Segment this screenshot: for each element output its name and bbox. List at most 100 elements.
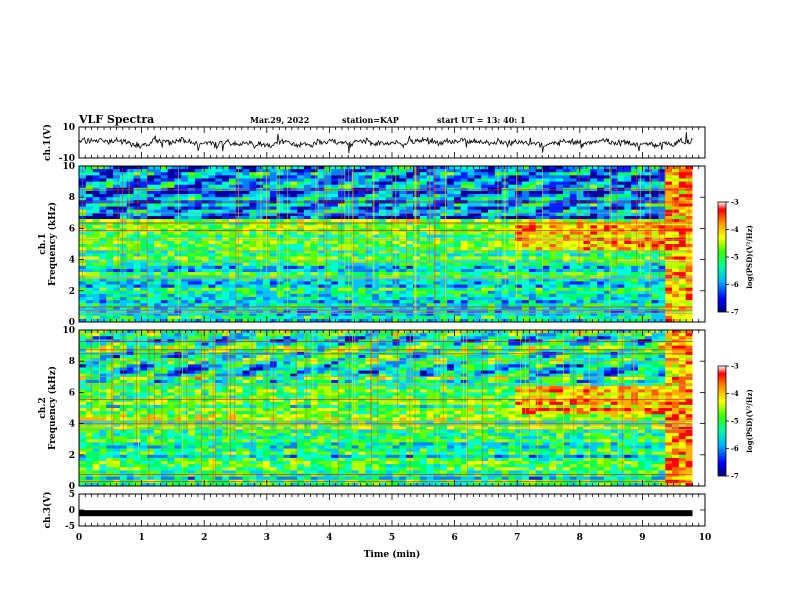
ch1-spectrogram-cell bbox=[644, 206, 652, 211]
ch1-spectrogram-cell bbox=[426, 272, 434, 276]
ch1-spectrogram-cell bbox=[576, 262, 584, 267]
ch1-spectrogram-cell bbox=[269, 222, 278, 226]
ch1-spectrogram-cell bbox=[317, 293, 325, 298]
ch1-spectrogram-cell bbox=[99, 215, 107, 220]
ch1-spectrogram-cell bbox=[303, 268, 312, 273]
ch1-spectrogram-cell bbox=[85, 312, 94, 317]
ch1-spectrogram-cell bbox=[181, 203, 189, 207]
ch1-spectrogram-streak bbox=[615, 166, 617, 268]
ch1-spectrogram-cell bbox=[440, 219, 448, 223]
ch1-spectrogram-cell bbox=[610, 190, 618, 195]
ch1-spectrogram-cell bbox=[269, 284, 278, 289]
ch1-spectrogram-cell bbox=[147, 209, 155, 214]
ch1-spectrogram-cell bbox=[249, 284, 257, 289]
ch1-spectrogram-cell bbox=[440, 312, 448, 317]
ch1-spectrogram-cell bbox=[406, 194, 414, 198]
ch1-spectrogram-cell bbox=[215, 181, 223, 186]
ch1-spectrogram-cell bbox=[522, 281, 530, 285]
ch1-spectrogram-cell bbox=[569, 293, 577, 298]
ch1-spectrogram-cell bbox=[556, 265, 564, 270]
ch1-spectrogram-cell bbox=[276, 278, 284, 282]
ch1-spectrogram-cell bbox=[487, 166, 496, 170]
ch1-spectrogram-cell bbox=[378, 212, 387, 217]
ch1-spectrogram-cell bbox=[153, 253, 162, 257]
ch1-spectrogram-cell bbox=[474, 231, 482, 236]
ch1-spectrogram-cell bbox=[351, 278, 359, 282]
ch1-spectrogram-cell bbox=[85, 169, 94, 173]
ch1-spectrogram-cell bbox=[378, 244, 387, 248]
ch1-spectrogram-cell bbox=[522, 293, 530, 298]
ch1-spectrogram-cell bbox=[440, 209, 448, 214]
ch1-spectrogram-cell bbox=[515, 231, 523, 236]
ch1-spectrogram-cell bbox=[263, 293, 271, 298]
ch1-spectrogram-cell bbox=[590, 231, 598, 236]
ch1-spectrogram-cell bbox=[474, 250, 482, 254]
ch1-spectrogram-cell bbox=[522, 231, 530, 236]
ch1-spectrogram-cell bbox=[297, 172, 305, 176]
ch1-spectrogram-cell bbox=[256, 225, 264, 229]
ch1-spectrogram-cell bbox=[167, 181, 175, 186]
ch1-spectrogram-cell bbox=[126, 209, 134, 214]
ch1-spectrogram-cell bbox=[324, 281, 332, 285]
ch1-spectrogram-cell bbox=[433, 190, 441, 195]
ch1-spectrogram-cell bbox=[433, 203, 441, 207]
ch1-spectrogram-cell bbox=[528, 297, 537, 301]
ch1-spectrogram-cell bbox=[419, 231, 428, 236]
ch1-spectrogram-cell bbox=[106, 290, 114, 295]
ch1-spectrogram-cell bbox=[460, 231, 468, 236]
ch1-spectrogram-cell bbox=[201, 240, 209, 245]
ch1-spectrogram-cell bbox=[92, 175, 100, 179]
ch1-spectrogram-cell bbox=[644, 240, 652, 245]
ch1-spectrogram-cell bbox=[99, 293, 107, 298]
ch1-spectrogram-cell bbox=[590, 244, 598, 248]
ch1-spectrogram-cell bbox=[194, 281, 203, 285]
ch1-spectrogram-cell bbox=[283, 231, 291, 236]
ch1-spectrogram-cell bbox=[672, 272, 680, 276]
ch1-spectrogram-cell bbox=[113, 244, 121, 248]
ch1-spectrogram-cell bbox=[222, 300, 230, 304]
ch1-spectrogram-cell bbox=[113, 212, 121, 217]
ch1-spectrogram-cell bbox=[419, 178, 428, 182]
ch1-spectrogram-cell bbox=[269, 244, 278, 248]
ch1-spectrogram-cell bbox=[528, 284, 537, 289]
ch1-spectrogram-cell bbox=[194, 240, 203, 245]
ch1-spectrogram-cell bbox=[249, 262, 257, 267]
ch1-spectrogram-cell bbox=[113, 222, 121, 226]
ch1-spectrogram-cell bbox=[290, 253, 298, 257]
ch1-spectrogram-cell bbox=[392, 312, 400, 317]
ch1-spectrogram-cell bbox=[474, 197, 482, 201]
ch1-spectrogram-cell bbox=[140, 247, 148, 251]
ch1-spectrogram-cell bbox=[133, 284, 141, 289]
ch1-spectrogram-cell bbox=[569, 206, 577, 211]
ch1-spectrogram-cell bbox=[365, 312, 373, 317]
ch1-spectrogram-cell bbox=[651, 215, 659, 220]
ch1-spectrogram-streak bbox=[317, 166, 319, 317]
ch1-spectrogram-cell bbox=[474, 262, 482, 267]
ch1-spectrogram-cell bbox=[487, 197, 496, 201]
ch1-spectrogram-cell bbox=[644, 262, 652, 267]
ch1-spectrogram-cell bbox=[222, 166, 230, 170]
date-label: Mar.29, 2022 bbox=[250, 115, 309, 125]
ch1-spectrogram-streak bbox=[434, 166, 436, 299]
ch1-spectrogram-cell bbox=[222, 250, 230, 254]
ch1-spectrogram-cell bbox=[562, 231, 571, 236]
ch1-spectrogram-cell bbox=[365, 169, 373, 173]
ch1-spectrogram-cell bbox=[603, 272, 612, 276]
ch1-spectrogram-cell bbox=[269, 203, 278, 207]
ch1-spectrogram-cell bbox=[297, 212, 305, 217]
ch1-spectrogram-cell bbox=[153, 309, 162, 314]
ch1-spectrogram-cell bbox=[515, 287, 523, 292]
ch1-spectrogram-cell bbox=[399, 209, 407, 214]
ch1-spectrogram-cell bbox=[317, 190, 325, 195]
ch1-spectrogram-cell bbox=[167, 312, 175, 317]
ch1-spectrogram-cell bbox=[222, 212, 230, 217]
ch1-spectrogram-cell bbox=[508, 253, 516, 257]
ch1-spectrogram-cell bbox=[297, 287, 305, 292]
ch1-spectrogram-cell bbox=[440, 253, 448, 257]
ch1-spectrogram-cell bbox=[453, 315, 462, 320]
ch1-spectrogram-cell bbox=[113, 290, 121, 295]
ch1-spectrogram-cell bbox=[515, 318, 523, 323]
ch1-spectrogram-cell bbox=[481, 197, 489, 201]
ch1-spectrogram-cell bbox=[501, 300, 509, 304]
